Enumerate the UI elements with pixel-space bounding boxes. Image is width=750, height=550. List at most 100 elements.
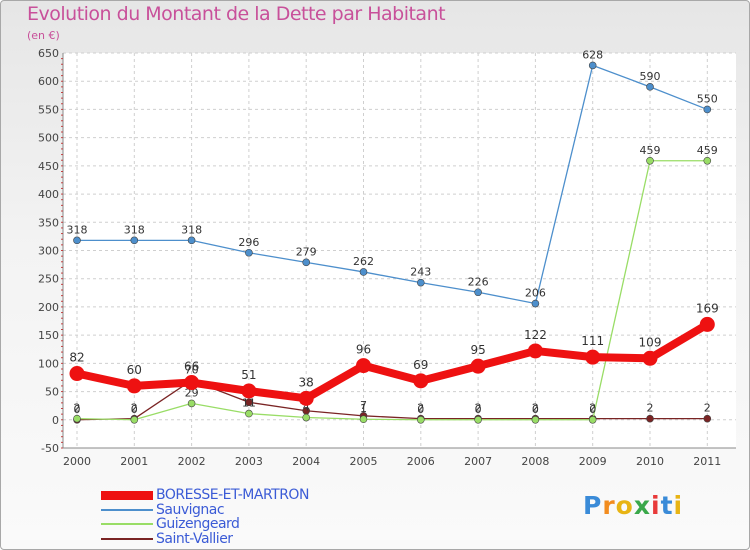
data-point-sauvignac [703,105,712,114]
data-label-saint-vallier: 70 [185,363,199,376]
data-label-boresse-et-martron: 38 [299,375,314,389]
x-tick-label: 2005 [350,455,378,468]
data-label-saint-vallier: 2 [131,402,138,415]
data-label-guizengeard: 0 [417,403,424,416]
data-point-boresse-et-martron [241,383,257,399]
y-tick-label: 600 [38,75,59,88]
data-point-boresse-et-martron [298,390,314,406]
legend-swatch-boresse [101,490,153,500]
y-tick-label: 350 [38,216,59,229]
chart-subtitle: (en €) [27,29,60,42]
data-point-guizengeard [245,409,253,418]
data-point-sauvignac [73,236,81,245]
data-point-sauvignac [646,83,654,91]
y-tick-label: 200 [38,301,59,314]
data-label-sauvignac: 318 [124,223,145,236]
y-tick-label: -50 [41,442,59,455]
data-label-guizengeard: 459 [640,144,661,157]
data-point-guizengeard [187,399,196,408]
x-tick-label: 2002 [178,455,206,468]
y-tick-label: 250 [38,273,59,286]
legend-label-sauvignac: Sauvignac [156,502,225,518]
data-label-boresse-et-martron: 169 [696,301,719,315]
legend-swatch-sauvignac [101,509,153,511]
data-point-sauvignac [531,299,540,308]
chart-title: Evolution du Montant de la Dette par Hab… [27,3,446,25]
data-label-sauvignac: 628 [582,48,603,61]
data-label-boresse-et-martron: 82 [69,351,84,365]
data-label-guizengeard: 0 [532,403,539,416]
data-point-guizengeard [531,415,540,424]
data-label-sauvignac: 318 [181,223,202,236]
data-point-boresse-et-martron [413,373,429,389]
proxiti-logo: Proxiti [583,491,683,520]
data-point-boresse-et-martron [470,358,486,374]
data-point-saint-vallier [703,414,712,423]
data-label-boresse-et-martron: 109 [639,335,662,349]
data-label-boresse-et-martron: 111 [581,334,604,348]
data-point-guizengeard [416,415,425,424]
data-label-sauvignac: 590 [640,70,661,83]
logo-letter: o [615,491,634,520]
data-label-saint-vallier: 2 [475,402,482,415]
data-point-sauvignac [130,236,139,245]
data-label-guizengeard: 1 [360,402,367,415]
data-label-sauvignac: 243 [410,266,431,279]
legend-label-boresse: BORESSE-ET-MARTRON [156,487,309,503]
data-label-guizengeard: 0 [589,403,596,416]
legend-item-boresse: BORESSE-ET-MARTRON [101,487,309,503]
data-point-guizengeard [130,415,139,424]
x-tick-label: 2011 [693,455,721,468]
data-label-sauvignac: 296 [238,236,259,249]
data-label-boresse-et-martron: 51 [241,368,256,382]
data-label-saint-vallier: 2 [532,402,539,415]
logo-letter: i [673,491,684,520]
data-label-boresse-et-martron: 122 [524,328,547,342]
data-label-sauvignac: 279 [296,245,317,258]
data-point-guizengeard [588,415,597,424]
data-point-boresse-et-martron [126,378,142,394]
legend-item-sauvignac: Sauvignac [101,502,225,518]
data-label-guizengeard: 29 [185,386,199,399]
data-label-sauvignac: 206 [525,287,546,300]
x-tick-label: 2008 [521,455,549,468]
data-label-sauvignac: 550 [697,92,718,105]
data-label-guizengeard: 459 [697,144,718,157]
x-tick-label: 2000 [63,455,91,468]
logo-letter: t [660,491,674,520]
data-label-saint-vallier: 2 [704,402,711,415]
data-point-guizengeard [359,415,368,424]
data-point-boresse-et-martron [527,343,543,359]
x-tick-label: 2004 [292,455,320,468]
data-label-boresse-et-martron: 66 [184,360,199,374]
y-tick-label: 300 [38,245,59,258]
x-tick-label: 2009 [579,455,607,468]
y-tick-label: 50 [45,386,59,399]
y-tick-label: 650 [38,47,59,60]
legend-label-saint-vallier: Saint-Vallier [156,531,233,547]
x-tick-label: 2001 [120,455,148,468]
data-point-sauvignac [474,288,482,297]
legend-label-guizengeard: Guizengeard [156,516,240,532]
data-label-saint-vallier: 2 [647,402,654,415]
y-tick-label: 450 [38,160,59,173]
data-point-boresse-et-martron [184,375,200,391]
y-tick-label: 100 [38,357,59,370]
series-line-guizengeard [76,160,708,421]
data-label-boresse-et-martron: 60 [127,363,142,377]
data-point-saint-vallier [245,398,253,407]
y-tick-label: 0 [52,414,59,427]
logo-letter: r [602,491,616,520]
data-label-boresse-et-martron: 96 [356,343,371,357]
data-point-guizengeard [302,413,311,422]
data-point-guizengeard [703,156,712,165]
data-point-boresse-et-martron [699,316,715,332]
data-label-saint-vallier: 7 [360,399,367,412]
data-label-guizengeard: 4 [303,401,310,414]
data-point-saint-vallier [646,414,654,423]
data-label-guizengeard: 0 [475,403,482,416]
data-point-boresse-et-martron [69,366,85,382]
data-label-sauvignac: 262 [353,255,374,268]
